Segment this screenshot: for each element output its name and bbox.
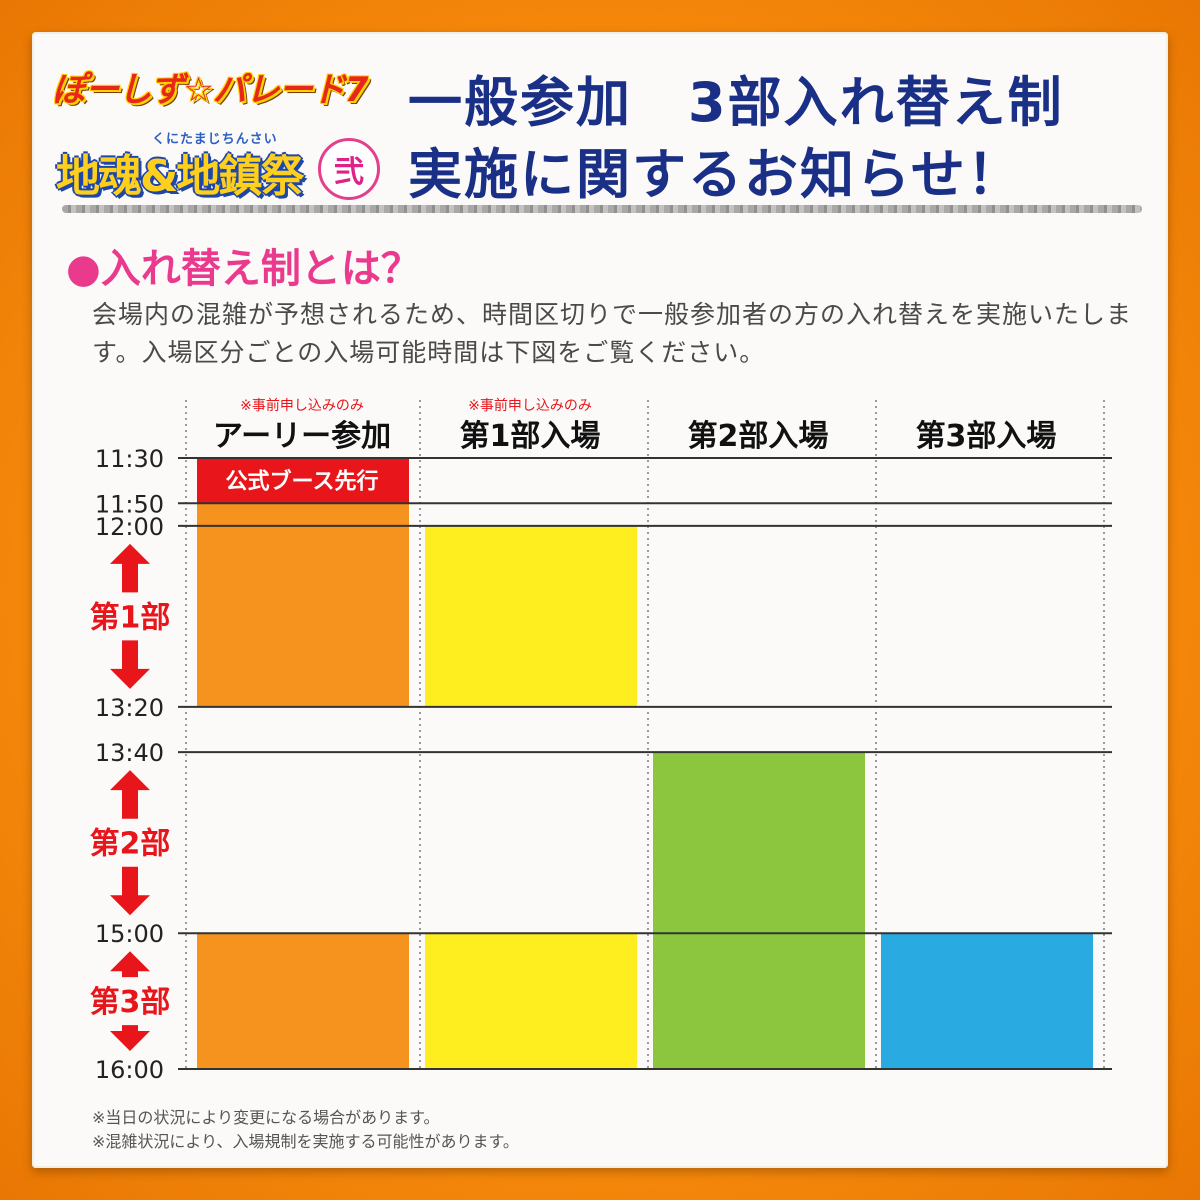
- period-down-arrow: [110, 866, 150, 916]
- footnote-1: ※当日の状況により変更になる場合があります。: [92, 1108, 440, 1127]
- time-tick-label: 15:00: [95, 920, 164, 948]
- page-title-line2: 実施に関するお知らせ！: [408, 143, 1023, 206]
- page-title-line1: 一般参加 3部入れ替え制: [408, 71, 1064, 134]
- column-note: ※事前申し込みのみ: [468, 397, 592, 414]
- period-up-arrow: [110, 951, 150, 978]
- period-label: 第1部: [90, 600, 171, 635]
- time-tick-label: 11:50: [95, 490, 164, 518]
- section-description: 会場内の混雑が予想されるため、時間区切りで一般参加者の方の入れ替えを実施いたしま…: [92, 300, 1133, 367]
- title-divider: [62, 205, 1142, 213]
- period-up-arrow: [110, 770, 150, 819]
- time-tick-label: 13:40: [95, 739, 164, 767]
- event-logo-secondary: くにたまじちんさい 地魂&地鎮祭 弐: [56, 128, 380, 202]
- column-note: ※事前申し込みのみ: [240, 397, 364, 414]
- period-down-arrow: [110, 640, 150, 689]
- column-header: 第3部入場: [916, 419, 1057, 454]
- timetable-bar: [197, 503, 409, 707]
- time-tick-label: 11:30: [95, 445, 164, 473]
- bar-label: 公式ブース先行: [226, 469, 379, 495]
- event-logo-primary: ぽーしず☆パレード7: [52, 70, 368, 110]
- period-up-arrow: [110, 543, 150, 593]
- column-header: 第2部入場: [688, 419, 829, 454]
- period-label: 第2部: [90, 827, 171, 862]
- timetable-bar: [197, 933, 409, 1069]
- section-heading: ●入れ替え制とは？: [66, 246, 421, 292]
- time-tick-label: 12:00: [95, 513, 164, 541]
- time-tick-label: 13:20: [95, 694, 164, 722]
- timetable-bar: [425, 933, 637, 1069]
- footnote-2: ※混雑状況により、入場規制を実施する可能性があります。: [92, 1132, 519, 1151]
- event-logo-badge: 弐: [318, 138, 380, 200]
- timetable-bar: [425, 525, 637, 707]
- period-label: 第3部: [90, 985, 171, 1020]
- event-logo-secondary-text: 地魂&地鎮祭: [56, 151, 304, 202]
- column-header: アーリー参加: [213, 419, 391, 454]
- timetable-bar: [197, 458, 409, 504]
- period-down-arrow: [110, 1025, 150, 1051]
- time-tick-label: 16:00: [95, 1056, 164, 1084]
- timetable-bar: [881, 933, 1093, 1069]
- footnotes: ※当日の状況により変更になる場合があります。 ※混雑状況により、入場規制を実施す…: [92, 1106, 519, 1154]
- event-logo-secondary-ruby: くにたまじちんさい: [152, 132, 278, 147]
- column-header: 第1部入場: [460, 419, 601, 454]
- timetable-bar: [653, 752, 865, 1069]
